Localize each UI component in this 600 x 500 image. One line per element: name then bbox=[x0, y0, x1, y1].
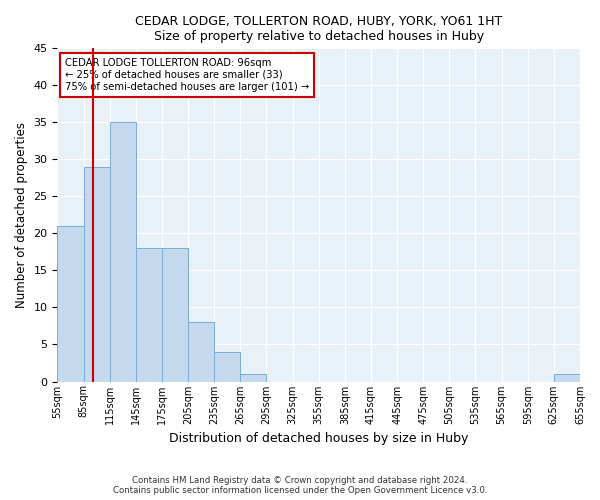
Bar bbox=[58, 226, 83, 382]
Bar bbox=[162, 248, 188, 382]
X-axis label: Distribution of detached houses by size in Huby: Distribution of detached houses by size … bbox=[169, 432, 469, 445]
Bar bbox=[241, 374, 266, 382]
Bar bbox=[136, 248, 162, 382]
Bar bbox=[110, 122, 136, 382]
Bar bbox=[188, 322, 214, 382]
Bar bbox=[83, 167, 110, 382]
Y-axis label: Number of detached properties: Number of detached properties bbox=[15, 122, 28, 308]
Bar bbox=[214, 352, 241, 382]
Text: CEDAR LODGE TOLLERTON ROAD: 96sqm
← 25% of detached houses are smaller (33)
75% : CEDAR LODGE TOLLERTON ROAD: 96sqm ← 25% … bbox=[65, 58, 310, 92]
Bar bbox=[554, 374, 580, 382]
Text: Contains HM Land Registry data © Crown copyright and database right 2024.
Contai: Contains HM Land Registry data © Crown c… bbox=[113, 476, 487, 495]
Title: CEDAR LODGE, TOLLERTON ROAD, HUBY, YORK, YO61 1HT
Size of property relative to d: CEDAR LODGE, TOLLERTON ROAD, HUBY, YORK,… bbox=[135, 15, 502, 43]
